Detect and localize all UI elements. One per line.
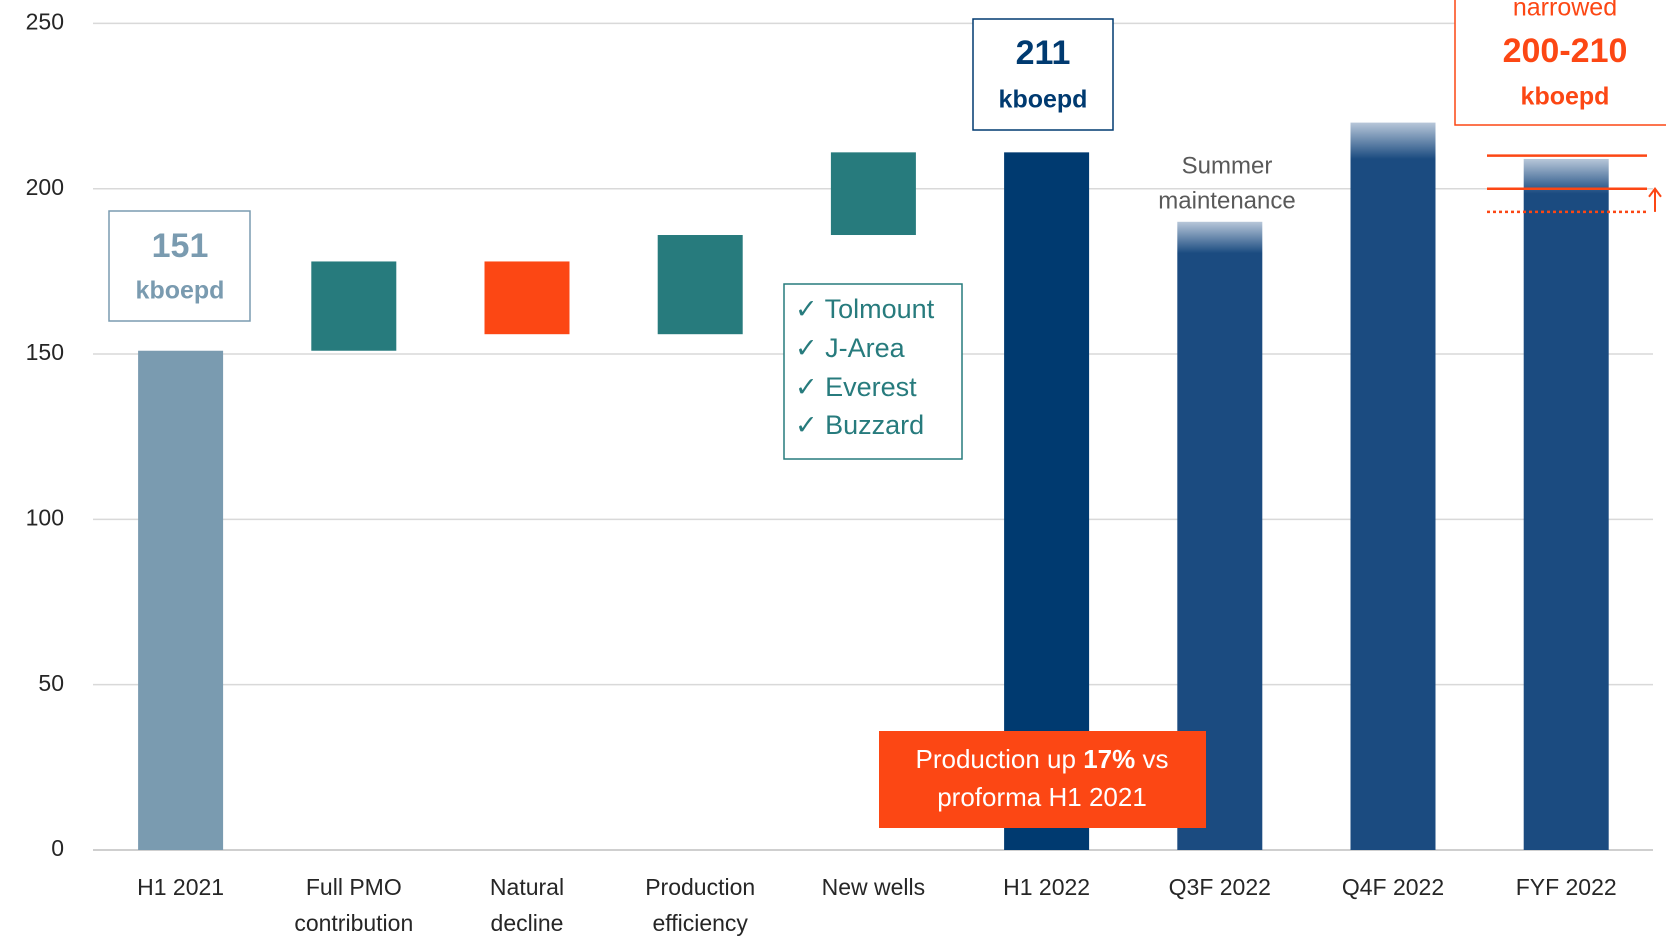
start-unit: kboepd xyxy=(136,277,225,305)
x-tick-label: efficiency xyxy=(652,910,748,936)
field-item: ✓ Buzzard xyxy=(795,410,924,440)
bar xyxy=(138,350,224,850)
guidance-note: narrowed xyxy=(1513,0,1617,22)
start-value: 151 xyxy=(152,227,209,265)
arrow xyxy=(1648,187,1662,212)
field-item: ✓ Everest xyxy=(795,372,917,402)
end-box xyxy=(972,18,1114,131)
callout-text: Production up xyxy=(916,744,1084,774)
callout-line: Production up 17% vs xyxy=(916,744,1169,774)
maintenance-note: maintenance xyxy=(1158,187,1295,214)
y-tick-label: 200 xyxy=(26,174,64,200)
x-tick-label: contribution xyxy=(294,910,413,936)
end-value: 211 xyxy=(1016,34,1071,72)
y-tick-label: 50 xyxy=(38,670,64,696)
y-tick-label: 250 xyxy=(26,8,64,34)
maintenance-note: Summer xyxy=(1182,152,1273,179)
start-box xyxy=(108,210,251,322)
bar xyxy=(484,261,570,335)
bar xyxy=(657,235,743,335)
callout: Production up 17% vs proforma H1 2021 xyxy=(879,731,1206,828)
callout-box xyxy=(879,731,1206,828)
callout-highlight: 17% xyxy=(1083,744,1135,774)
x-tick-label: H1 2022 xyxy=(1003,874,1090,900)
guidance-unit: kboepd xyxy=(1521,83,1610,111)
x-tick-label: Production xyxy=(645,874,755,900)
y-tick-label: 0 xyxy=(51,835,64,861)
x-tick-label: Full PMO xyxy=(306,874,402,900)
x-tick-label: H1 2021 xyxy=(137,874,224,900)
x-tick-label: decline xyxy=(491,910,564,936)
bar xyxy=(1523,158,1609,850)
end-unit: kboepd xyxy=(999,86,1088,114)
bar xyxy=(311,261,397,351)
y-tick-label: 150 xyxy=(26,339,64,365)
annotations: 151 kboepd 211 kboepd narrowed 200-210 k… xyxy=(108,0,1666,460)
guidance-box xyxy=(1454,0,1666,126)
bar xyxy=(830,152,916,236)
x-tick-label: New wells xyxy=(822,874,926,900)
marks: H1 2021 Full PMO contribution Natural declin… xyxy=(137,122,1662,936)
callout-text: vs xyxy=(1135,744,1168,774)
x-tick-label: Q4F 2022 xyxy=(1342,874,1444,900)
fields-box xyxy=(783,283,963,460)
field-item: ✓ Tolmount xyxy=(795,294,935,324)
x-tick-label: Q3F 2022 xyxy=(1169,874,1271,900)
guidance-range: 200-210 xyxy=(1503,32,1628,70)
field-item: ✓ J-Area xyxy=(795,333,906,363)
bar xyxy=(1350,122,1436,851)
x-tick-label: FYF 2022 xyxy=(1516,874,1617,900)
callout-line: proforma H1 2021 xyxy=(937,782,1147,812)
x-tick-label: Natural xyxy=(490,874,564,900)
y-tick-label: 100 xyxy=(26,504,64,530)
